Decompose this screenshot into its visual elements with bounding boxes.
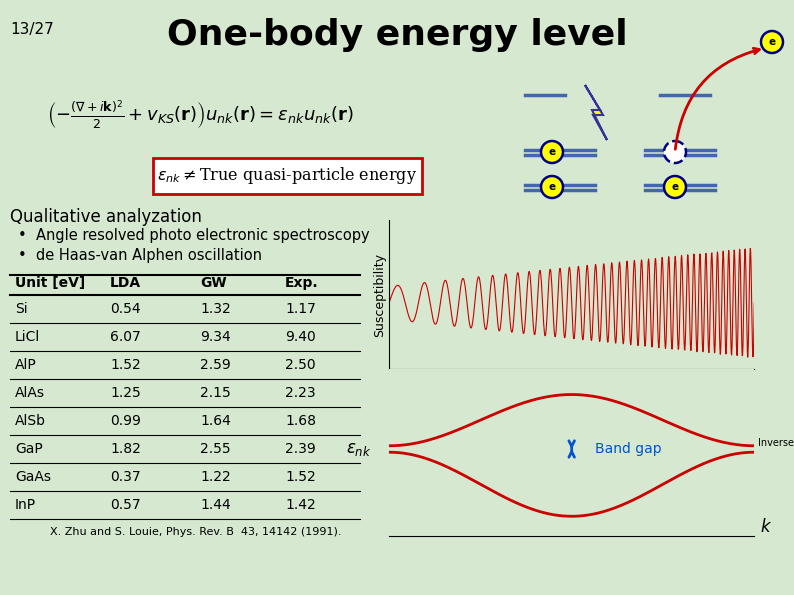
Text: 9.34: 9.34 [200,330,231,344]
Text: •  de Haas-van Alphen oscillation: • de Haas-van Alphen oscillation [18,248,262,263]
Text: e: e [769,37,776,47]
Text: Band gap: Band gap [595,442,661,456]
Text: 13/27: 13/27 [10,22,54,37]
Text: $\left(-\frac{(\nabla + i\mathbf{k})^2}{2} + v_{KS}(\mathbf{r})\right)u_{nk}(\ma: $\left(-\frac{(\nabla + i\mathbf{k})^2}{… [47,99,353,131]
Text: 2.15: 2.15 [200,386,231,400]
Text: 6.07: 6.07 [110,330,141,344]
Text: 1.82: 1.82 [110,442,141,456]
Text: 0.57: 0.57 [110,498,141,512]
Text: 1.25: 1.25 [110,386,141,400]
Text: LDA: LDA [110,276,141,290]
Text: 0.99: 0.99 [110,414,141,428]
Text: X. Zhu and S. Louie, Phys. Rev. B  43, 14142 (1991).: X. Zhu and S. Louie, Phys. Rev. B 43, 14… [50,527,341,537]
Text: GW: GW [200,276,226,290]
Text: 2.50: 2.50 [285,358,316,372]
Text: GaP: GaP [15,442,43,456]
Text: •  Angle resolved photo electronic spectroscopy: • Angle resolved photo electronic spectr… [18,228,370,243]
Circle shape [541,176,563,198]
Text: Unit [eV]: Unit [eV] [15,276,85,290]
Text: 1.32: 1.32 [200,302,231,316]
Text: 1.68: 1.68 [285,414,316,428]
Text: 1.44: 1.44 [200,498,231,512]
Text: 1.52: 1.52 [110,358,141,372]
Text: 1.22: 1.22 [200,470,231,484]
FancyBboxPatch shape [153,158,422,194]
Text: GaAs: GaAs [15,470,51,484]
Text: 1.52: 1.52 [285,470,316,484]
Text: 1.42: 1.42 [285,498,316,512]
Text: LiCl: LiCl [15,330,40,344]
Text: AlAs: AlAs [15,386,45,400]
Text: InP: InP [15,498,36,512]
Text: Exp.: Exp. [285,276,318,290]
Y-axis label: Susceptibility: Susceptibility [373,252,387,337]
Text: Qualitative analyzation: Qualitative analyzation [10,208,202,226]
Text: e: e [549,147,556,157]
Circle shape [541,141,563,163]
Text: $\varepsilon_{nk} \neq$True quasi-particle energy: $\varepsilon_{nk} \neq$True quasi-partic… [157,165,418,186]
Text: 0.37: 0.37 [110,470,141,484]
Text: AlP: AlP [15,358,37,372]
Text: e: e [672,182,679,192]
Text: e: e [549,182,556,192]
Text: Inversed magnetic field (1/H): Inversed magnetic field (1/H) [758,439,794,448]
Text: 1.64: 1.64 [200,414,231,428]
Text: 0.54: 0.54 [110,302,141,316]
Text: 2.39: 2.39 [285,442,316,456]
Circle shape [761,31,783,53]
Text: 2.23: 2.23 [285,386,316,400]
Text: 2.55: 2.55 [200,442,230,456]
Text: 9.40: 9.40 [285,330,316,344]
Text: One-body energy level: One-body energy level [167,18,627,52]
Text: Si: Si [15,302,28,316]
Circle shape [664,141,686,163]
Text: 1.17: 1.17 [285,302,316,316]
Circle shape [664,176,686,198]
Polygon shape [585,85,607,140]
Text: $k$: $k$ [760,518,773,536]
Text: $\varepsilon_{nk}$: $\varepsilon_{nk}$ [346,440,372,458]
Text: AlSb: AlSb [15,414,46,428]
Text: 2.59: 2.59 [200,358,231,372]
